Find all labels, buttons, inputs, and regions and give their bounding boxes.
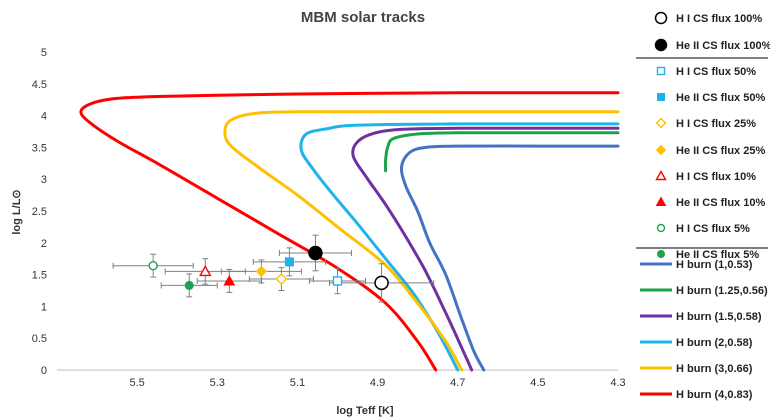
x-axis-title: log Teff [K] [336,405,394,417]
tracks [79,91,620,372]
track-line-2 [351,126,620,372]
x-tick-label: 5.1 [290,377,305,389]
data-point-group-1 [278,234,353,272]
data-point-8 [148,260,158,271]
legend-marker-6 [655,170,667,181]
data-points [112,234,435,303]
track-line-0 [399,144,620,372]
data-point-group-3 [252,247,326,277]
legend-label-track-3: H burn (2,0.58) [676,337,753,349]
legend-marker-3 [657,93,665,101]
legend-label-track-2: H burn (1.5,0.58) [676,311,762,323]
y-tick-label: 0.5 [32,333,47,345]
legend-marker-4 [655,117,667,129]
track-line-1 [383,131,620,173]
data-point-group-2 [308,267,367,295]
data-point-4 [275,273,288,286]
chart-title: MBM solar tracks [301,9,425,26]
data-point-1 [308,245,323,261]
legend-marker-2 [656,66,666,76]
x-tick-label: 5.3 [210,377,225,389]
legend-marker-9 [657,250,665,258]
data-point-group-9 [160,273,218,298]
legend-label-0: H I CS flux 100% [676,13,762,25]
track-line-3 [299,122,620,372]
x-tick-label: 4.3 [610,377,625,389]
legend-label-track-5: H burn (4,0.83) [676,389,753,401]
legend-label-track-4: H burn (3,0.66) [676,363,753,375]
legend-label-8: H I CS flux 5% [676,223,750,235]
y-tick-label: 4.5 [32,79,47,91]
y-tick-label: 3 [41,174,47,186]
data-point-5 [255,265,268,278]
y-tick-label: 2.5 [32,206,47,218]
y-tick-label: 1.5 [32,270,47,282]
y-tick-label: 0 [41,365,47,377]
data-point-3 [284,257,294,267]
x-tick-label: 5.5 [129,377,144,389]
y-tick-label: 4 [41,111,47,123]
legend-label-7: He II CS flux 10% [676,197,765,209]
x-tick-label: 4.7 [450,377,465,389]
data-point-group-7 [196,269,262,293]
y-tick-label: 2 [41,238,47,250]
data-point-group-4 [248,267,314,291]
legend-label-5: He II CS flux 25% [676,145,765,157]
legend-label-4: H I CS flux 25% [676,118,756,130]
data-point-6 [199,264,212,277]
legend-label-track-0: H burn (1,0.53) [676,259,753,271]
data-point-group-6 [164,258,246,285]
legend-marker-8 [656,223,666,233]
legend-marker-1 [654,38,668,52]
data-point-2 [332,276,343,286]
track-line-4 [223,110,620,372]
x-tick-label: 4.5 [530,377,545,389]
y-tick-label: 5 [41,47,47,59]
legend-label-2: H I CS flux 50% [676,66,756,78]
legend: H I CS flux 100% He II CS flux 100% H I CS… [636,11,770,401]
track-line-5 [79,91,620,372]
data-point-9 [184,280,194,290]
legend-label-3: He II CS flux 50% [676,92,765,104]
legend-label-9: He II CS flux 5% [676,249,759,261]
legend-marker-0 [654,11,668,25]
legend-marker-5 [655,144,667,156]
axes: 0 0.5 1 1.5 2 2.5 3 3.5 4 4.5 5 5.5 5.3 5.1 4.9 4.7 4.5 4… [32,47,626,389]
y-tick-label: 1 [41,301,47,313]
y-axis-title: log L/L⊙ [11,189,23,234]
legend-marker-7 [655,196,667,206]
x-tick-label: 4.9 [370,377,385,389]
data-point-group-8 [112,253,194,278]
data-point-0 [374,275,389,291]
legend-label-6: H I CS flux 10% [676,171,756,183]
legend-label-track-1: H burn (1.25,0.56) [676,285,768,297]
legend-label-1: He II CS flux 100% [676,40,770,52]
data-point-7 [223,274,236,286]
y-tick-label: 3.5 [32,142,47,154]
data-point-group-0 [328,263,435,303]
